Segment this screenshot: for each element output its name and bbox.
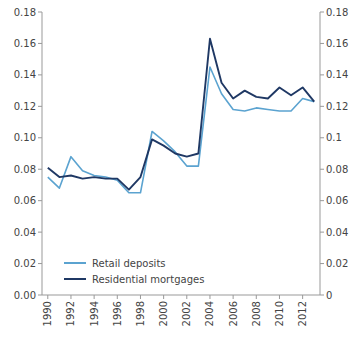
x-axis-line [42,295,320,296]
x-tick-label: 1996 [112,301,123,326]
y-tick-label: 0.04 [14,227,36,238]
y2-tick [320,137,324,138]
y-tick [38,43,42,44]
chart: 0.000.020.040.060.080.100.120.140.160.18… [0,0,360,341]
y2-tick-label: 0.04 [326,227,348,238]
x-tick-label: 2008 [251,301,262,326]
x-tick-label: 2004 [204,301,215,326]
x-tick-label: 2006 [228,301,239,326]
y2-axis-line [320,12,321,295]
x-tick [233,295,234,299]
x-tick-label: 1992 [65,301,76,326]
y-tick [38,74,42,75]
y2-tick [320,200,324,201]
y2-tick-label: 0.18 [326,7,348,18]
x-tick [279,295,280,299]
y-tick-label: 0.02 [14,258,36,269]
x-tick [47,295,48,299]
y2-tick [320,263,324,264]
x-tick [140,295,141,299]
x-tick [302,295,303,299]
y-tick [38,137,42,138]
y2-tick-label: 0.02 [326,258,348,269]
y2-tick [320,43,324,44]
y2-tick-label: 0.16 [326,38,348,49]
y-tick [38,169,42,170]
legend-swatch [64,278,86,280]
y2-tick [320,106,324,107]
y-axis-line [42,12,43,295]
legend-label: Retail deposits [92,258,166,269]
y-tick-label: 0.06 [14,195,36,206]
legend-label: Residential mortgages [92,274,204,285]
lines [48,39,314,193]
x-tick-label: 2000 [158,301,169,326]
y-tick-label: 0.00 [14,290,36,301]
y-tick [38,12,42,13]
x-tick-label: 1998 [135,301,146,326]
y-tick-label: 0.18 [14,7,36,18]
y-tick-label: 0.14 [14,69,36,80]
y-tick [38,106,42,107]
y-tick-label: 0.16 [14,38,36,49]
x-tick-label: 1990 [42,301,53,326]
y2-tick-label: 0.12 [326,101,348,112]
y2-tick [320,74,324,75]
x-tick [186,295,187,299]
y-tick [38,232,42,233]
y2-tick-label: 0 [326,290,332,301]
y2-tick [320,12,324,13]
y-tick [38,295,42,296]
x-tick-label: 2010 [274,301,285,326]
x-tick-label: 2012 [297,301,308,326]
x-tick [70,295,71,299]
y2-tick-label: 0.08 [326,164,348,175]
x-tick-label: 2002 [181,301,192,326]
background [0,0,360,341]
y2-tick [320,295,324,296]
y-tick-label: 0.10 [14,132,36,143]
x-tick [94,295,95,299]
y2-tick-label: 0.06 [326,195,348,206]
y2-tick-label: 0.1 [326,132,342,143]
legend: Retail deposits Residential mortgages [64,258,204,285]
x-tick [209,295,210,299]
axes: 0.000.020.040.060.080.100.120.140.160.18… [14,7,349,327]
x-tick [163,295,164,299]
y2-tick [320,232,324,233]
y2-tick [320,169,324,170]
y-tick [38,263,42,264]
x-tick [117,295,118,299]
y-tick-label: 0.12 [14,101,36,112]
y-tick [38,200,42,201]
x-tick [256,295,257,299]
series-line [48,67,314,193]
y2-tick-label: 0.14 [326,69,348,80]
y-tick-label: 0.08 [14,164,36,175]
legend-swatch [64,262,86,264]
x-tick-label: 1994 [89,301,100,326]
series-line [48,39,314,190]
